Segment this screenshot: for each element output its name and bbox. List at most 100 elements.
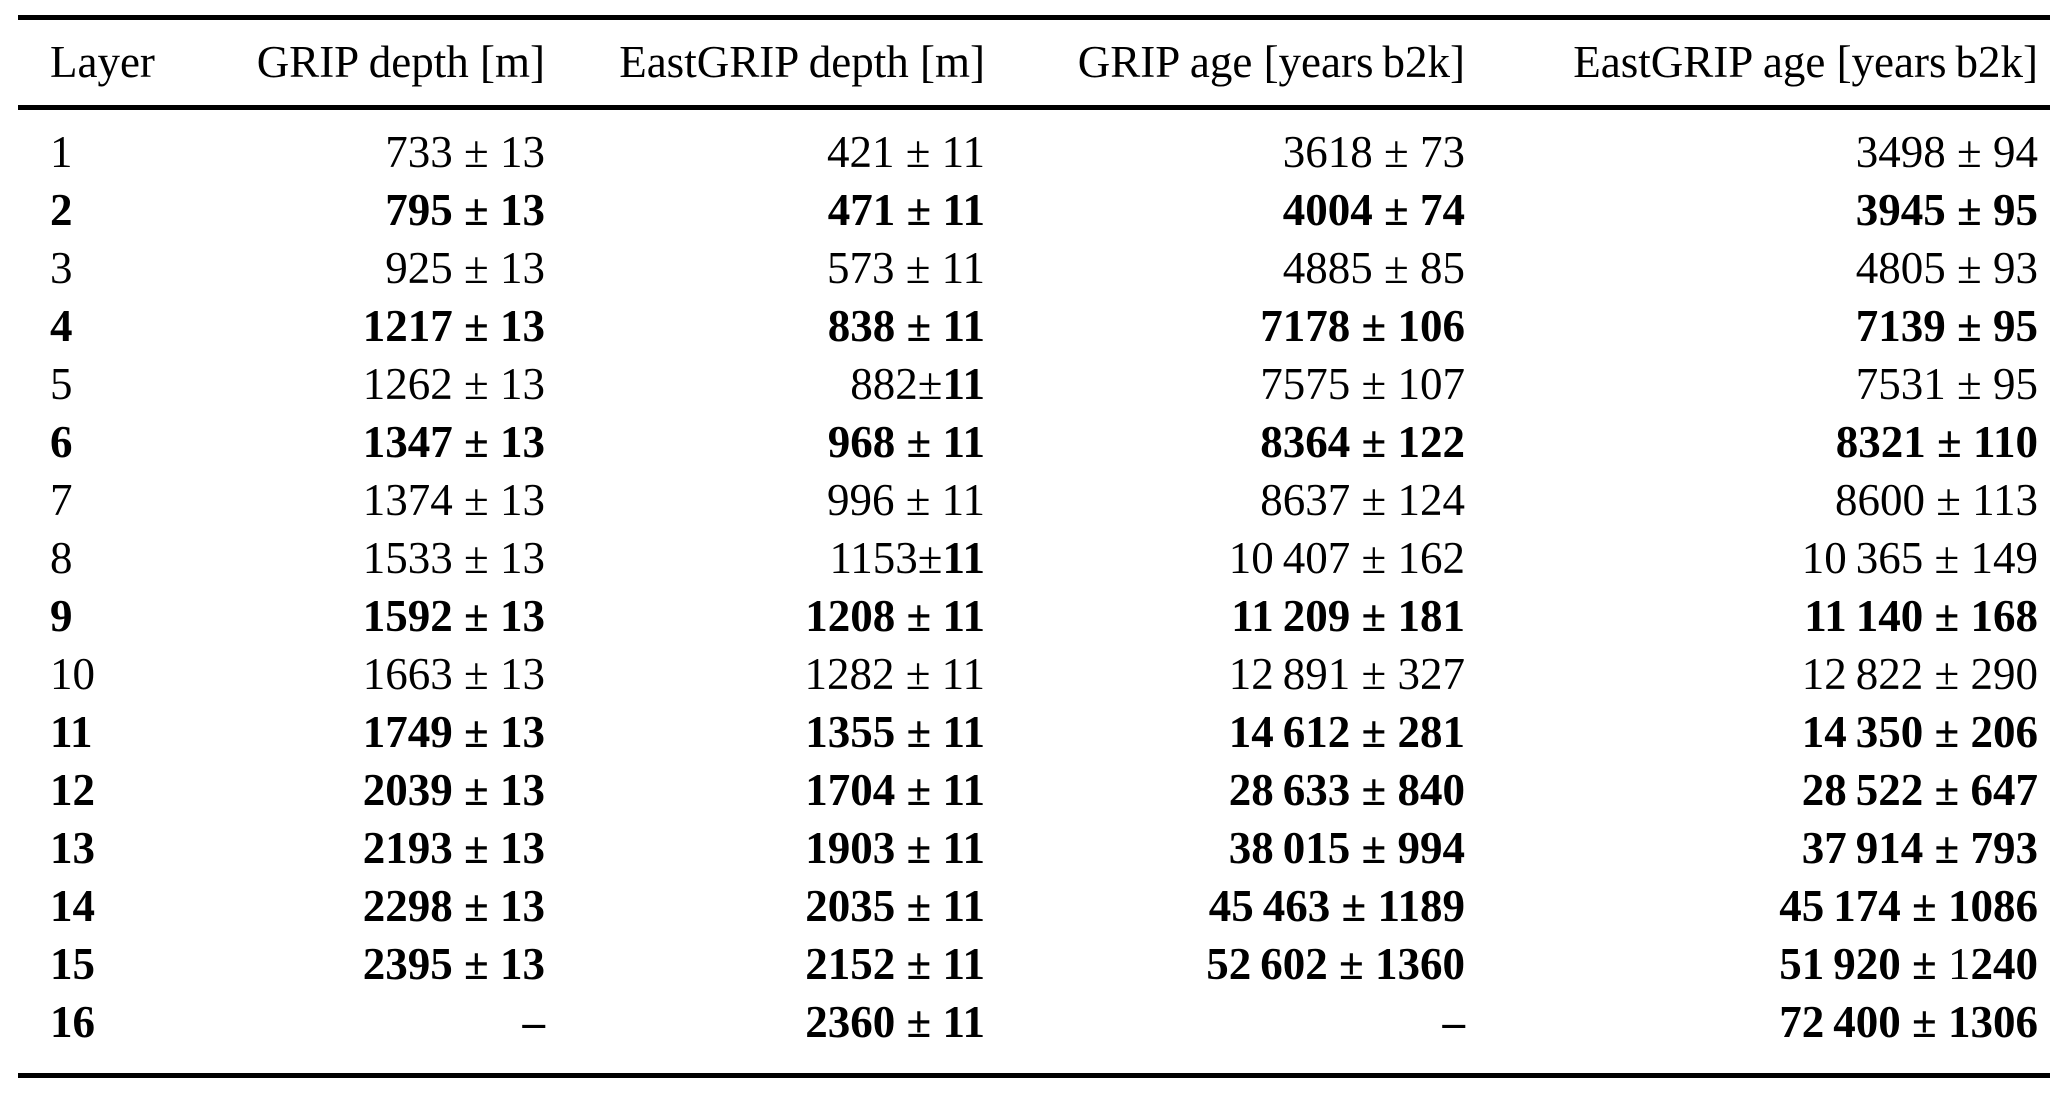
table-row: 9 1592 ± 13 1208 ± 11 11 209 ± 181 11 140 ± … xyxy=(18,587,2050,645)
value-cell: 2193 ± 13 xyxy=(362,823,545,873)
layer-number-cell: 9 xyxy=(50,591,73,641)
value-cell: 7575 ± 107 xyxy=(1260,359,1465,409)
layer-number-cell: 15 xyxy=(50,939,95,989)
value-cell: 1592 ± 13 xyxy=(362,591,545,641)
layer-number-cell: 11 xyxy=(50,707,93,757)
value-segment: 1 xyxy=(1948,939,1971,989)
header-grip-depth: GRIP depth [m] xyxy=(178,17,545,110)
table-row: 16 – 2360 ± 11 – 72 400 ± 1306 xyxy=(18,993,2050,1076)
table-row: 11 1749 ± 13 1355 ± 11 14 612 ± 281 14 350 ±… xyxy=(18,703,2050,761)
value-cell: 1374 ± 13 xyxy=(362,475,545,525)
value-cell: 1663 ± 13 xyxy=(362,649,545,699)
layer-number-cell: 2 xyxy=(50,185,73,235)
value-cell: 8600 ± 113 xyxy=(1834,475,2038,525)
value-segment: 11 xyxy=(942,359,985,409)
value-cell: 968 ± 11 xyxy=(827,417,985,467)
layer-number-cell: 5 xyxy=(50,359,73,409)
value-cell: 471 ± 11 xyxy=(827,185,985,235)
table-row: 12 2039 ± 13 1704 ± 11 28 633 ± 840 28 522 ±… xyxy=(18,761,2050,819)
value-cell: 8637 ± 124 xyxy=(1260,475,1465,525)
value-cell: 8364 ± 122 xyxy=(1260,417,1465,467)
value-cell: 795 ± 13 xyxy=(385,185,545,235)
value-cell: 45 463 ± 1189 xyxy=(1208,881,1465,931)
table-header-row: Layer GRIP depth [m] EastGRIP depth [m] … xyxy=(18,17,2050,110)
value-cell: 28 633 ± 840 xyxy=(1228,765,1465,815)
layer-number-cell: 6 xyxy=(50,417,73,467)
table-row: 13 2193 ± 13 1903 ± 11 38 015 ± 994 37 914 ±… xyxy=(18,819,2050,877)
table-row: 4 1217 ± 13 838 ± 11 7178 ± 106 7139 ± 95 xyxy=(18,297,2050,355)
value-cell: 2298 ± 13 xyxy=(362,881,545,931)
value-cell: 11 209 ± 181 xyxy=(1231,591,1465,641)
layer-number-cell: 10 xyxy=(50,649,95,699)
value-cell: 14 350 ± 206 xyxy=(1801,707,2038,757)
value-segment: 882± xyxy=(850,359,943,409)
value-cell: 2152 ± 11 xyxy=(805,939,985,989)
value-cell: 4805 ± 93 xyxy=(1855,243,2038,293)
layer-number-cell: 4 xyxy=(50,301,73,351)
value-segment: 11 xyxy=(942,533,985,583)
value-cell: 7139 ± 95 xyxy=(1855,301,2038,351)
value-cell: 421 ± 11 xyxy=(826,127,985,177)
value-cell: 1282 ± 11 xyxy=(804,649,985,699)
table-row: 10 1663 ± 13 1282 ± 11 12 891 ± 327 12 822 ±… xyxy=(18,645,2050,703)
value-cell: 4885 ± 85 xyxy=(1282,243,1465,293)
value-cell: 1153±11 xyxy=(545,529,985,587)
value-cell: 52 602 ± 1360 xyxy=(1206,939,1465,989)
value-cell: 11 140 ± 168 xyxy=(1804,591,2038,641)
value-cell: 838 ± 11 xyxy=(827,301,985,351)
layer-number-cell: 3 xyxy=(50,243,73,293)
value-cell: 996 ± 11 xyxy=(826,475,985,525)
value-cell: 1704 ± 11 xyxy=(805,765,985,815)
header-layer: Layer xyxy=(18,17,178,110)
value-cell: 28 522 ± 647 xyxy=(1801,765,2038,815)
table-row: 7 1374 ± 13 996 ± 11 8637 ± 124 8600 ± 113 xyxy=(18,471,2050,529)
header-grip-age: GRIP age [years b2k] xyxy=(985,17,1465,110)
table-row: 15 2395 ± 13 2152 ± 11 52 602 ± 1360 51 920 … xyxy=(18,935,2050,993)
table-row: 8 1533 ± 13 1153±11 10 407 ± 162 10 365 ± 14… xyxy=(18,529,2050,587)
table-body: 1 733 ± 13 421 ± 11 3618 ± 73 3498 ± 94 2 795 … xyxy=(18,108,2050,1076)
value-cell: 1217 ± 13 xyxy=(362,301,545,351)
value-segment: 1153± xyxy=(829,533,943,583)
value-cell: 14 612 ± 281 xyxy=(1228,707,1465,757)
value-cell: 2395 ± 13 xyxy=(362,939,545,989)
value-cell: 51 920 ± 1240 xyxy=(1465,935,2050,993)
value-cell: 733 ± 13 xyxy=(385,127,545,177)
layer-number-cell: 13 xyxy=(50,823,95,873)
value-cell: 3945 ± 95 xyxy=(1855,185,2038,235)
table-header: Layer GRIP depth [m] EastGRIP depth [m] … xyxy=(18,17,2050,110)
value-cell: 10 365 ± 149 xyxy=(1801,533,2038,583)
value-cell: 1347 ± 13 xyxy=(362,417,545,467)
value-cell: 1208 ± 11 xyxy=(805,591,985,641)
table-row: 2 795 ± 13 471 ± 11 4004 ± 74 3945 ± 95 xyxy=(18,181,2050,239)
value-cell: – xyxy=(1442,997,1466,1047)
layer-number-cell: 8 xyxy=(50,533,73,583)
value-cell: 3498 ± 94 xyxy=(1855,127,2038,177)
header-eastgrip-depth: EastGRIP depth [m] xyxy=(545,17,985,110)
table-row: 14 2298 ± 13 2035 ± 11 45 463 ± 1189 45 174 … xyxy=(18,877,2050,935)
stratigraphic-match-table: Layer GRIP depth [m] EastGRIP depth [m] … xyxy=(18,15,2050,1078)
value-cell: 2039 ± 13 xyxy=(362,765,545,815)
value-cell: 4004 ± 74 xyxy=(1282,185,1465,235)
value-cell: 1262 ± 13 xyxy=(362,359,545,409)
value-cell: 10 407 ± 162 xyxy=(1228,533,1465,583)
table-row: 6 1347 ± 13 968 ± 11 8364 ± 122 8321 ± 110 xyxy=(18,413,2050,471)
layer-number-cell: 16 xyxy=(50,997,95,1047)
value-cell: 925 ± 13 xyxy=(385,243,545,293)
value-cell: 1533 ± 13 xyxy=(362,533,545,583)
value-cell: 12 822 ± 290 xyxy=(1801,649,2038,699)
value-cell: 7178 ± 106 xyxy=(1260,301,1465,351)
value-cell: 1749 ± 13 xyxy=(362,707,545,757)
layer-number-cell: 12 xyxy=(50,765,95,815)
value-cell: 38 015 ± 994 xyxy=(1228,823,1465,873)
table-row: 3 925 ± 13 573 ± 11 4885 ± 85 4805 ± 93 xyxy=(18,239,2050,297)
value-cell: 3618 ± 73 xyxy=(1282,127,1465,177)
layer-number-cell: 7 xyxy=(50,475,73,525)
value-cell: 1355 ± 11 xyxy=(805,707,985,757)
value-cell: 1903 ± 11 xyxy=(805,823,985,873)
value-cell: – xyxy=(522,997,546,1047)
value-cell: 37 914 ± 793 xyxy=(1801,823,2038,873)
table-row: 1 733 ± 13 421 ± 11 3618 ± 73 3498 ± 94 xyxy=(18,108,2050,182)
table-row: 5 1262 ± 13 882±11 7575 ± 107 7531 ± 95 xyxy=(18,355,2050,413)
value-cell: 45 174 ± 1086 xyxy=(1779,881,2038,931)
